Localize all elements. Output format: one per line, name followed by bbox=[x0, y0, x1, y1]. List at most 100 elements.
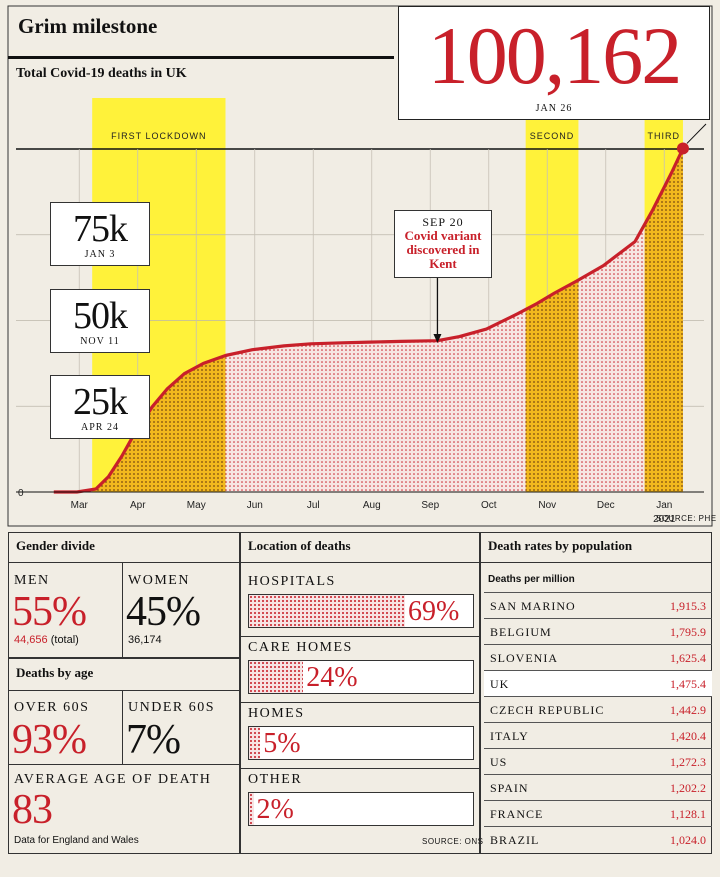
location-pct: 24% bbox=[306, 662, 358, 693]
x-tick-label: Dec bbox=[597, 500, 615, 511]
x-tick-label: Nov bbox=[538, 500, 556, 511]
location-bar-other: 2% bbox=[248, 792, 474, 826]
rate-value: 1,420.4 bbox=[670, 729, 706, 743]
bar-fill bbox=[249, 595, 405, 627]
location-label-homes: HOMES bbox=[248, 706, 305, 721]
divider bbox=[122, 690, 123, 764]
milestone-date: JAN 3 bbox=[84, 249, 116, 260]
rate-value: 1,128.1 bbox=[670, 807, 706, 821]
rate-country: SLOVENIA bbox=[490, 651, 558, 665]
rate-row: SAN MARINO 1,915.3 bbox=[484, 592, 712, 619]
avg-age-value: 83 bbox=[12, 787, 53, 833]
bar-fill bbox=[249, 793, 254, 825]
avg-age-label: AVERAGE AGE OF DEATH bbox=[14, 772, 212, 787]
chart-area: FIRST LOCKDOWN SECOND THIRD Mar Apr May Jun Ju… bbox=[7, 5, 716, 527]
gender-panel bbox=[8, 532, 240, 658]
headline-date: JAN 26 bbox=[535, 103, 573, 114]
rate-value: 1,475.4 bbox=[670, 677, 706, 691]
location-bar-hospitals: 69% bbox=[248, 594, 474, 628]
x-tick-label: Sep bbox=[421, 500, 439, 511]
rate-row: SPAIN 1,202.2 bbox=[484, 774, 712, 801]
men-total-note: (total) bbox=[50, 634, 79, 646]
over-60s-percent: 93% bbox=[12, 717, 87, 763]
rate-row: US 1,272.3 bbox=[484, 748, 712, 775]
x-tick-label: May bbox=[187, 500, 206, 511]
rate-value: 1,795.9 bbox=[670, 625, 706, 639]
rate-country: UK bbox=[490, 677, 510, 691]
milestone-50k: 50k NOV 11 bbox=[50, 289, 150, 353]
milestone-value: 75k bbox=[73, 208, 128, 250]
rate-row: UK 1,475.4 bbox=[484, 670, 712, 697]
under-60s-label: UNDER 60S bbox=[128, 700, 216, 715]
milestone-75k: 75k JAN 3 bbox=[50, 202, 150, 266]
annotation-arrow-head bbox=[433, 334, 442, 343]
location-bar-care-homes: 24% bbox=[248, 660, 474, 694]
chart-title: Grim milestone bbox=[18, 14, 158, 38]
rates-subtitle: Deaths per million bbox=[488, 574, 575, 585]
rate-country: SPAIN bbox=[490, 781, 529, 795]
rate-row: BRAZIL 1,024.0 bbox=[484, 826, 712, 853]
age-title: Deaths by age bbox=[16, 665, 94, 680]
location-pct: 5% bbox=[263, 728, 301, 759]
location-source: SOURCE: ONS bbox=[422, 837, 484, 846]
location-pct: 69% bbox=[407, 596, 460, 627]
headline-number: 100,162 bbox=[427, 10, 683, 101]
x-year-label: 2021 bbox=[653, 514, 676, 525]
bar-fill bbox=[249, 727, 261, 759]
bar-fill bbox=[249, 661, 304, 693]
rate-country: FRANCE bbox=[490, 807, 544, 821]
location-label-other: OTHER bbox=[248, 772, 303, 787]
rate-country: BRAZIL bbox=[490, 833, 540, 847]
variant-annotation: SEP 20 Covid variant discovered in Kent bbox=[394, 210, 492, 278]
divider bbox=[240, 768, 480, 769]
rate-value: 1,202.2 bbox=[670, 781, 706, 795]
x-tick-label: Mar bbox=[71, 500, 89, 511]
chart-subtitle: Total Covid-19 deaths in UK bbox=[16, 66, 187, 81]
rate-value: 1,442.9 bbox=[670, 703, 706, 717]
divider bbox=[8, 764, 240, 765]
title-box: Grim milestone bbox=[8, 6, 394, 59]
divider bbox=[8, 562, 240, 563]
divider bbox=[240, 702, 480, 703]
women-total: 36,174 bbox=[128, 634, 162, 646]
women-label: WOMEN bbox=[128, 573, 190, 588]
over-60s-label: OVER 60S bbox=[14, 700, 90, 715]
x-tick-label: Jun bbox=[247, 500, 263, 511]
men-total-number: 44,656 bbox=[14, 634, 48, 646]
divider bbox=[122, 562, 123, 658]
rate-row: SLOVENIA 1,625.4 bbox=[484, 644, 712, 671]
divider bbox=[240, 562, 480, 563]
age-note: Data for England and Wales bbox=[14, 835, 139, 846]
divider bbox=[480, 562, 712, 563]
rate-country: ITALY bbox=[490, 729, 529, 743]
headline-box: 100,162 JAN 26 bbox=[398, 6, 710, 120]
location-label-hospitals: HOSPITALS bbox=[248, 574, 336, 589]
location-label-care-homes: CARE HOMES bbox=[248, 640, 353, 655]
divider bbox=[8, 690, 240, 691]
milestone-value: 25k bbox=[73, 381, 128, 423]
lockdown-label: FIRST LOCKDOWN bbox=[111, 131, 206, 141]
rate-country: CZECH REPUBLIC bbox=[490, 703, 605, 717]
location-panel bbox=[240, 532, 480, 854]
women-percent: 45% bbox=[126, 589, 201, 635]
rate-country: SAN MARINO bbox=[490, 599, 576, 613]
end-point bbox=[676, 142, 689, 155]
rate-value: 1,272.3 bbox=[670, 755, 706, 769]
rate-row: CZECH REPUBLIC 1,442.9 bbox=[484, 696, 712, 723]
men-percent: 55% bbox=[12, 589, 87, 635]
rate-row: BELGIUM 1,795.9 bbox=[484, 618, 712, 645]
rates-title: Death rates by population bbox=[488, 538, 633, 553]
x-tick-label: Oct bbox=[481, 500, 497, 511]
men-total: 44,656 (total) bbox=[14, 634, 79, 646]
rate-value: 1,915.3 bbox=[670, 599, 706, 613]
annotation-text: Covid variant discovered in Kent bbox=[404, 228, 482, 271]
location-title: Location of deaths bbox=[248, 538, 351, 553]
y-tick-label: 0 bbox=[18, 488, 24, 499]
rate-country: BELGIUM bbox=[490, 625, 552, 639]
location-pct: 2% bbox=[256, 794, 294, 825]
men-label: MEN bbox=[14, 573, 50, 588]
x-tick-label: Jul bbox=[307, 500, 320, 511]
annotation-date: SEP 20 bbox=[422, 215, 464, 229]
x-tick-label: Apr bbox=[130, 500, 146, 511]
age-panel bbox=[8, 658, 240, 854]
